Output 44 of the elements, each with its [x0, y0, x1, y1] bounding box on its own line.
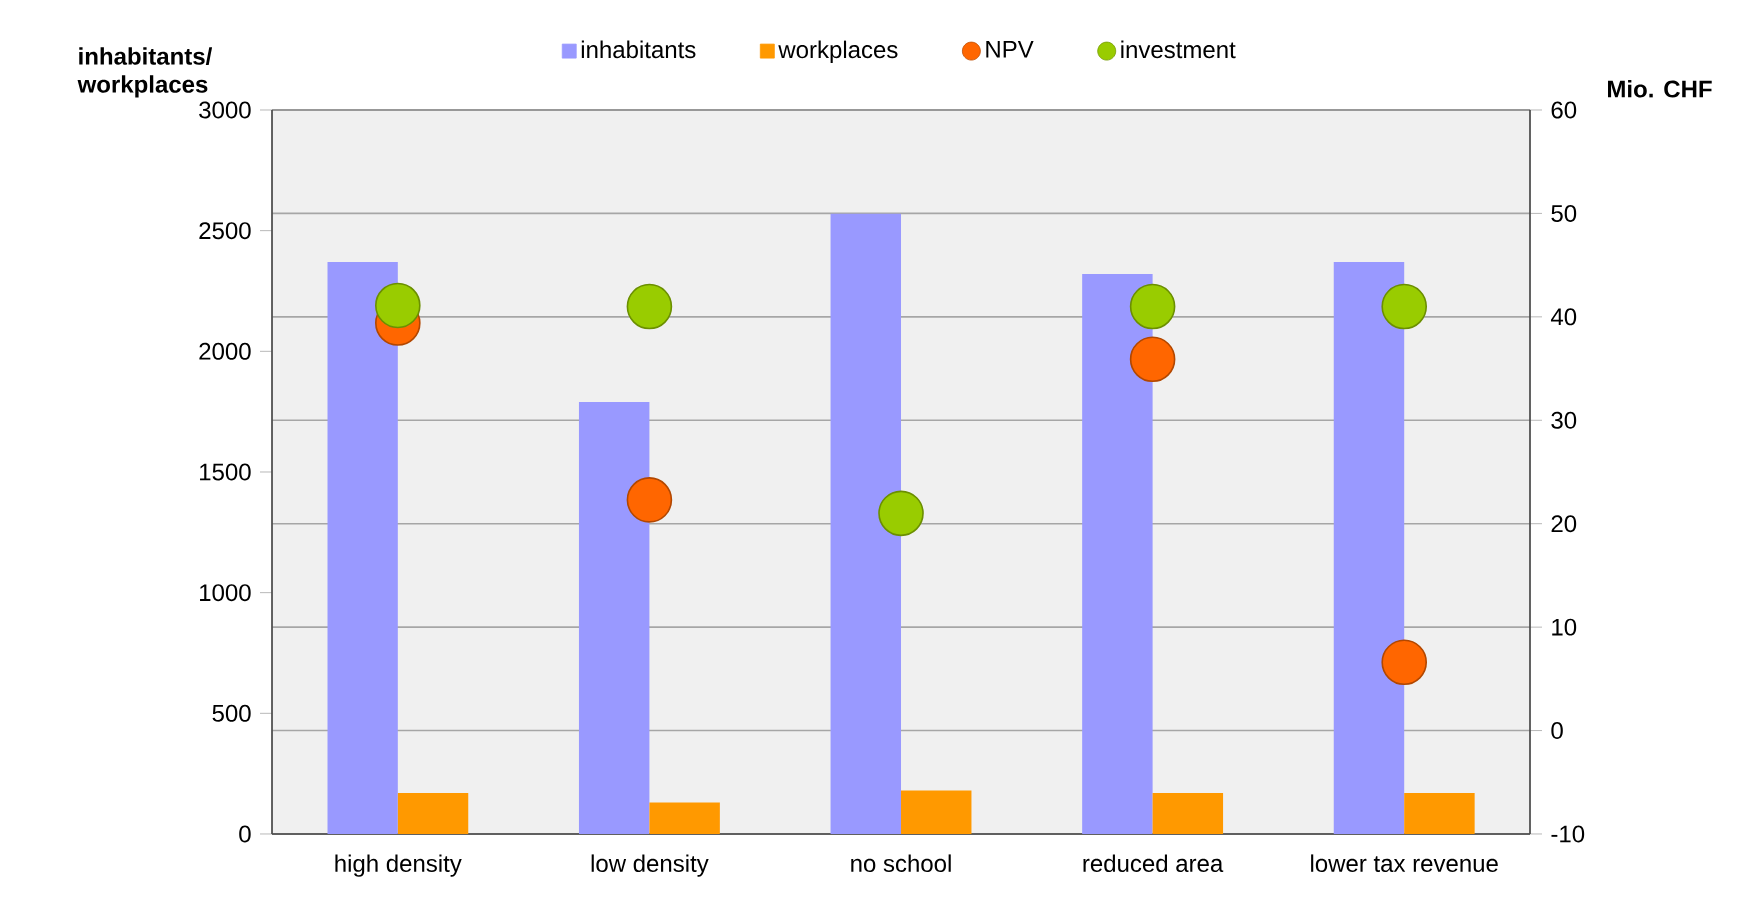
y2-axis-title: Mio. CHF [1608, 79, 1712, 98]
y-tick-label: 3000 [199, 101, 251, 119]
y-tick-label: 500 [212, 704, 251, 722]
y2-tick-label: -10 [1551, 825, 1585, 843]
bar [397, 792, 469, 834]
y-tick-label: 0 [239, 825, 251, 843]
bar [649, 802, 720, 834]
y2-tick-label: 20 [1551, 515, 1577, 533]
bar [901, 790, 972, 834]
legend-label: NPV [986, 41, 1034, 58]
y-tick-label: 2000 [199, 342, 251, 360]
y2-tick-label: 30 [1551, 411, 1577, 429]
y2-tick-label: 10 [1552, 618, 1577, 636]
point [375, 282, 421, 329]
y-tick-label: 1000 [200, 584, 251, 602]
bar [327, 262, 398, 834]
point [1129, 283, 1176, 330]
y2-tick-label: 40 [1550, 308, 1577, 326]
point [878, 490, 924, 537]
x-tick-label: reduced area [1083, 854, 1224, 872]
point [1381, 283, 1428, 330]
x-tick-label: no school [851, 854, 951, 872]
legend-label: workplaces [778, 40, 898, 63]
point [626, 477, 673, 523]
y-tick-label: 2500 [199, 222, 251, 240]
point [1129, 336, 1176, 383]
legend-label: inhabitants [581, 40, 696, 59]
y2-tick-label: 50 [1551, 204, 1577, 222]
bar [1333, 262, 1405, 834]
point [1381, 639, 1428, 686]
y-axis-title: inhabitants/ workplaces [77, 47, 213, 98]
y2-tick-label: 60 [1551, 101, 1577, 119]
y-tick-label: 1500 [200, 463, 251, 481]
y2-tick-label: 0 [1551, 722, 1563, 740]
x-tick-label: high density [335, 854, 462, 877]
bar [1082, 274, 1153, 834]
bar [830, 213, 902, 834]
point [626, 283, 673, 330]
bar [578, 402, 650, 834]
bar [1404, 792, 1475, 834]
x-tick-label: low density [591, 854, 709, 877]
bar [1152, 792, 1224, 834]
x-tick-label: lower tax revenue [1311, 854, 1498, 872]
legend-label: investment [1121, 40, 1236, 59]
